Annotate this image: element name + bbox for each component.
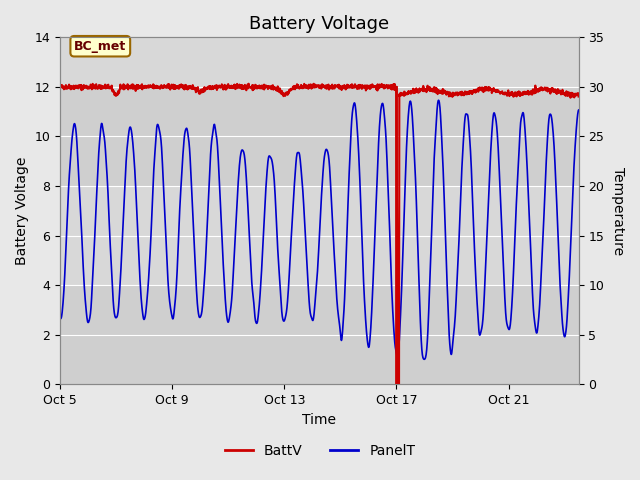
- Text: BC_met: BC_met: [74, 40, 127, 53]
- X-axis label: Time: Time: [302, 413, 337, 427]
- Bar: [60, 37, 579, 87]
- Y-axis label: Battery Voltage: Battery Voltage: [15, 156, 29, 265]
- Legend: BattV, PanelT: BattV, PanelT: [220, 438, 420, 464]
- Bar: [60, 87, 579, 186]
- Bar: [60, 285, 579, 384]
- Title: Battery Voltage: Battery Voltage: [250, 15, 389, 33]
- Y-axis label: Temperature: Temperature: [611, 167, 625, 255]
- Bar: [60, 186, 579, 285]
